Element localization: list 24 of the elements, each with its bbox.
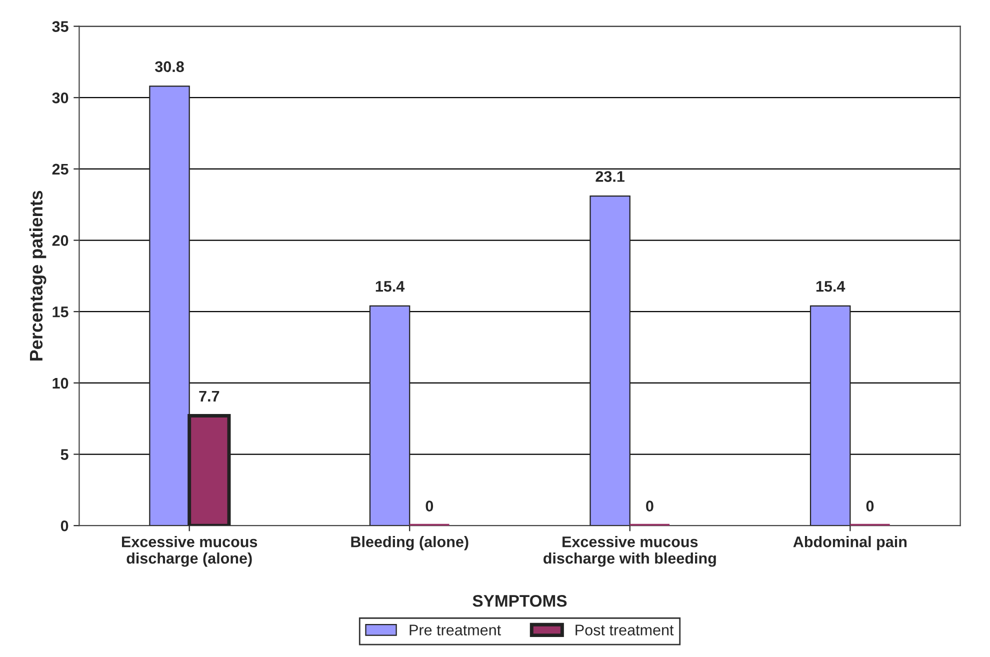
data-label: 0	[646, 500, 654, 512]
x-tick-label: Abdominal pain	[793, 536, 907, 550]
x-tick-label: Bleeding (alone)	[351, 536, 468, 550]
data-label: 15.4	[816, 281, 846, 292]
y-tick-label: 25	[52, 164, 68, 175]
data-label: 0	[866, 500, 874, 512]
y-tick-label: 10	[52, 378, 68, 389]
data-label: 7.7	[199, 390, 220, 402]
data-label: 30.8	[155, 61, 184, 72]
x-tick-label: Excessive mucous discharge with bleeding	[544, 536, 716, 567]
y-tick-label: 20	[52, 235, 68, 246]
x-tick-label: Excessive mucous discharge (alone)	[122, 536, 258, 567]
x-axis-title: SYMPTOMS	[472, 595, 567, 607]
legend-label: Pre treatment	[410, 624, 501, 636]
y-tick-label: 5	[60, 449, 68, 460]
y-tick-label: 15	[52, 306, 68, 318]
data-label: 23.1	[596, 171, 625, 182]
legend-label: Post treatment	[576, 624, 674, 636]
data-label: 0	[426, 500, 434, 512]
y-tick-label: 35	[52, 21, 68, 32]
y-axis-title: Percentage patients	[29, 190, 46, 361]
y-tick-label: 0	[60, 520, 68, 532]
y-tick-label: 30	[52, 92, 68, 104]
data-label: 15.4	[376, 281, 405, 292]
